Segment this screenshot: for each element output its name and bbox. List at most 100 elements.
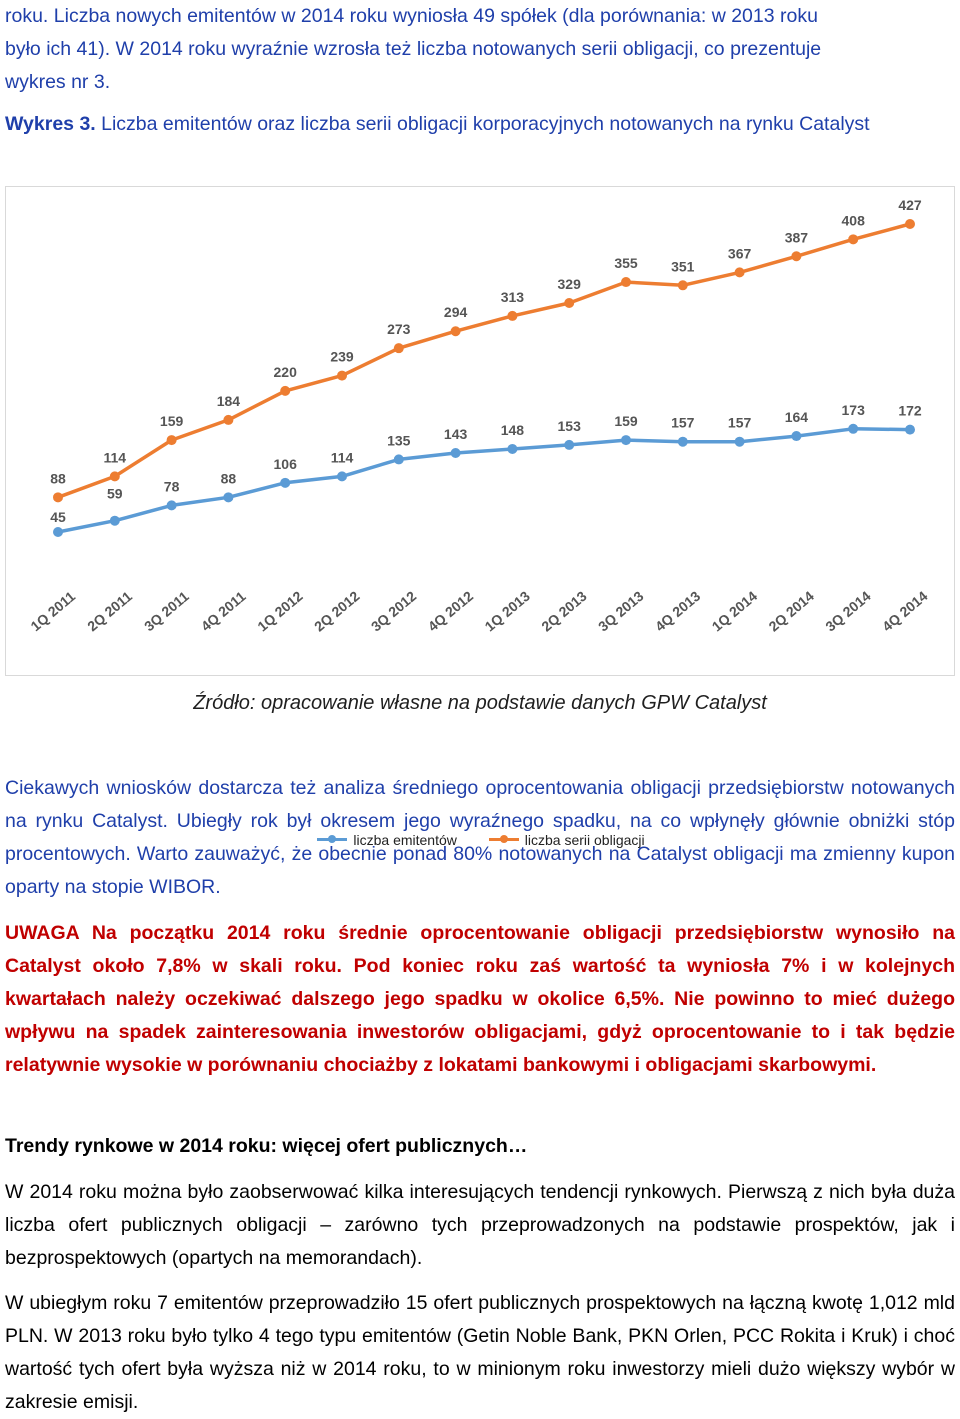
data-label: 408 — [842, 212, 866, 228]
x-tick-label: 2Q 2011 — [84, 588, 135, 634]
intro-line-3: wykres nr 3. — [5, 71, 111, 93]
data-point — [848, 423, 859, 434]
legend-item-series: liczba serii obligacji — [488, 831, 645, 848]
data-label: 173 — [842, 402, 866, 418]
x-tick-label: 4Q 2014 — [879, 588, 931, 635]
data-point — [109, 515, 120, 526]
x-tick-label: 4Q 2013 — [652, 588, 704, 635]
data-label: 184 — [217, 393, 241, 409]
series-line-1 — [57, 222, 911, 499]
data-label: 273 — [387, 321, 411, 337]
data-point — [280, 385, 291, 396]
line-chart: 45 59 78 88 106 114 135 143 148 153 159 157 157 164 17… — [27, 197, 931, 635]
figure-title: Liczba emitentów oraz liczba serii oblig… — [101, 113, 870, 135]
data-label: 220 — [274, 364, 298, 380]
data-label: 164 — [785, 409, 809, 425]
chart-source: Źródło: opracowanie własne na podstawie … — [193, 692, 767, 714]
data-point — [621, 277, 631, 288]
x-tick-label: 3Q 2012 — [368, 588, 420, 635]
x-tick-label: 3Q 2014 — [822, 588, 874, 635]
data-label: 157 — [671, 415, 695, 431]
x-tick-label: 2Q 2014 — [765, 588, 817, 635]
x-tick-label: 1Q 2012 — [254, 588, 306, 635]
intro-line-2: było ich 41). W 2014 roku wyraźnie wzros… — [5, 38, 822, 60]
data-label: 59 — [107, 486, 123, 502]
data-point — [223, 492, 234, 503]
data-label: 367 — [728, 245, 752, 261]
data-label: 157 — [728, 415, 752, 431]
data-point — [905, 424, 915, 435]
data-label: 159 — [160, 413, 184, 429]
x-tick-label: 2Q 2013 — [538, 588, 590, 635]
data-point — [53, 527, 63, 537]
section-heading: Trendy rynkowe w 2014 roku: więcej ofert… — [5, 1135, 528, 1157]
data-label: 313 — [501, 289, 525, 305]
data-label: 88 — [221, 470, 237, 486]
data-point — [677, 280, 688, 291]
data-label: 45 — [50, 509, 66, 525]
data-point — [393, 454, 404, 465]
legend-item-emitters: liczba emitentów — [317, 832, 457, 848]
data-point — [337, 471, 347, 482]
paragraph-interest: Ciekawych wniosków dostarcza też analiza… — [5, 777, 955, 898]
data-label: 148 — [501, 422, 525, 438]
figure-caption: Wykres 3. Liczba emitentów oraz liczba s… — [5, 107, 955, 142]
data-point — [734, 267, 745, 278]
data-label: 355 — [614, 255, 638, 271]
data-point — [109, 471, 120, 482]
data-label: 143 — [444, 426, 468, 442]
paragraph-offers: W ubiegłym roku 7 emitentów przeprowadzi… — [5, 1292, 955, 1413]
legend-swatch-emitters — [317, 835, 348, 843]
data-label: 294 — [444, 304, 468, 320]
data-label: 351 — [671, 258, 695, 274]
legend-label-series: liczba serii obligacji — [524, 831, 645, 848]
data-point — [166, 500, 177, 511]
paragraph-trends: W 2014 roku można było zaobserwować kilk… — [5, 1181, 955, 1269]
data-label: 159 — [614, 413, 638, 429]
intro-line-1: roku. Liczba nowych emitentów w 2014 rok… — [5, 5, 818, 27]
data-point — [564, 439, 575, 450]
data-point — [507, 310, 518, 321]
data-point — [166, 435, 177, 446]
data-point — [905, 219, 915, 229]
x-tick-label: 4Q 2012 — [425, 588, 477, 635]
data-point — [337, 370, 347, 381]
data-point — [223, 414, 234, 425]
data-label: 239 — [330, 349, 354, 365]
x-tick-label: 1Q 2011 — [27, 588, 78, 634]
data-label: 387 — [785, 229, 809, 245]
x-tick-label: 2Q 2012 — [311, 588, 363, 635]
data-point — [791, 431, 802, 442]
data-label: 153 — [558, 418, 582, 434]
data-point — [507, 443, 518, 454]
data-point — [734, 436, 745, 447]
x-tick-label: 1Q 2014 — [709, 588, 761, 635]
data-point — [848, 234, 859, 245]
x-tick-label: 3Q 2013 — [595, 588, 647, 635]
data-label: 106 — [274, 456, 298, 472]
legend-swatch-series — [488, 835, 519, 843]
paragraph-warning: UWAGA Na początku 2014 roku średnie opro… — [5, 922, 955, 1076]
data-label: 172 — [898, 403, 922, 419]
data-point — [621, 435, 631, 446]
data-point — [791, 251, 802, 262]
data-point — [393, 343, 404, 354]
x-tick-label: 1Q 2013 — [481, 588, 533, 635]
data-point — [450, 326, 461, 337]
data-label: 114 — [104, 449, 127, 465]
data-label: 88 — [50, 470, 66, 486]
x-tick-label: 3Q 2011 — [141, 588, 192, 634]
chart-legend: liczba emitentów liczba serii obligacji — [6, 828, 956, 848]
intro-paragraph: roku. Liczba nowych emitentów w 2014 rok… — [5, 0, 955, 99]
figure-label: Wykres 3. — [5, 113, 96, 135]
data-point — [53, 492, 63, 503]
x-tick-label: 4Q 2011 — [198, 588, 249, 634]
chart-frame: 45 59 78 88 106 114 135 143 148 153 159 157 157 164 17… — [5, 186, 955, 848]
series-line-0 — [57, 427, 911, 534]
data-point — [280, 477, 291, 488]
data-label: 135 — [387, 432, 411, 448]
data-point — [564, 298, 575, 309]
data-label: 78 — [164, 478, 180, 494]
data-point — [450, 447, 461, 458]
